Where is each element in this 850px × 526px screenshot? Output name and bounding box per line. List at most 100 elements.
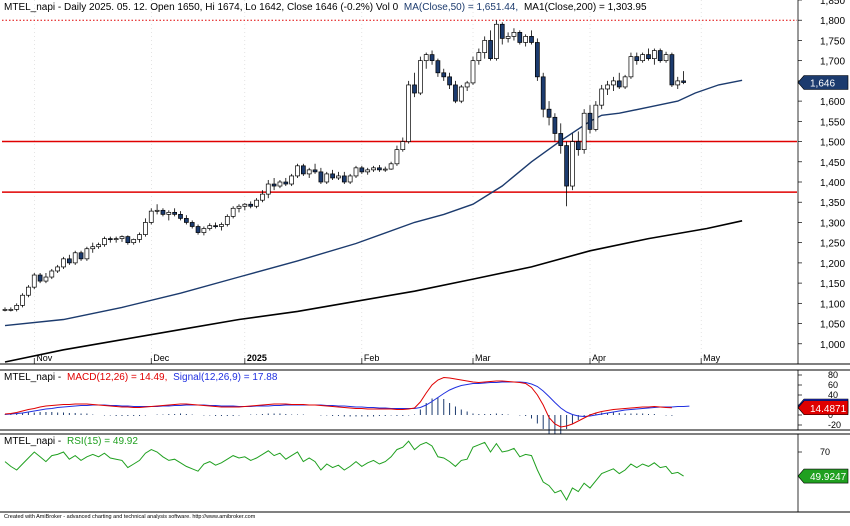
- candle-body: [663, 54, 669, 62]
- candle-body: [137, 234, 142, 240]
- candle-body: [312, 169, 318, 173]
- candle-body: [546, 108, 552, 118]
- candle-body: [178, 214, 183, 219]
- candle-body: [394, 149, 400, 165]
- price-y-tick-label-8: 1,450: [820, 158, 845, 169]
- x-tick-label-2: 2025: [247, 353, 267, 363]
- candle-body: [628, 56, 634, 78]
- candle-body: [154, 209, 160, 212]
- candle-body: [646, 54, 651, 59]
- candle-body: [78, 252, 84, 260]
- macd-line: [4, 376, 672, 428]
- price-y-tick-label-1: 1,800: [820, 16, 845, 27]
- price-y-tick-label-16: 1,050: [820, 320, 845, 331]
- candle-body: [382, 168, 388, 171]
- candle-body: [289, 175, 294, 185]
- candle-body: [634, 56, 640, 62]
- candle-body: [505, 36, 511, 39]
- x-tick-label-3: Feb: [364, 353, 380, 363]
- candle-body: [49, 270, 55, 278]
- candle-body: [277, 181, 283, 187]
- candle-body: [353, 167, 359, 177]
- candle-body: [201, 228, 207, 233]
- candle-body: [365, 169, 371, 173]
- candle-body: [242, 203, 248, 207]
- candle-body: [20, 294, 25, 306]
- macd-title: MTEL_napi - MACD(12,26) = 14.49, Signal(…: [4, 372, 278, 383]
- macd-pane: 806040200-2017.883514.4871: [0, 369, 850, 437]
- candle-body: [119, 236, 125, 239]
- candle-body: [207, 225, 213, 229]
- x-tick-label-1: Dec: [153, 353, 170, 363]
- candle-body: [61, 258, 66, 268]
- candle-body: [125, 236, 131, 244]
- candle-body: [66, 258, 72, 264]
- candle-body: [441, 72, 447, 78]
- candle-body: [330, 173, 335, 179]
- candle-body: [388, 163, 394, 170]
- candle-body: [143, 222, 148, 235]
- candle-body: [453, 84, 458, 102]
- candle-body: [113, 238, 119, 240]
- candle-body: [224, 216, 230, 225]
- candle-body: [669, 54, 675, 86]
- rsi-pane: 70 49.9247: [0, 433, 850, 513]
- macd-last-label: 14.4871: [810, 404, 847, 415]
- candle-body: [96, 244, 101, 248]
- candle-body: [447, 76, 452, 86]
- rsi-title: MTEL_napi - RSI(15) = 49.92: [4, 436, 138, 447]
- candle-body: [435, 60, 441, 74]
- price-title: MTEL_napi - Daily 2025. 05. 12. Open 165…: [4, 2, 647, 13]
- candle-body: [336, 175, 341, 179]
- candle-body: [611, 80, 616, 86]
- candle-body: [254, 199, 259, 207]
- price-y-tick-label-10: 1,350: [820, 198, 845, 209]
- macd-y-tick-label-5: -20: [828, 420, 841, 430]
- candle-body: [283, 181, 289, 185]
- macd-background: [0, 370, 850, 430]
- candle-body: [90, 246, 96, 250]
- candle-body: [529, 36, 534, 43]
- rsi-background: [0, 434, 850, 512]
- candle-body: [195, 226, 201, 233]
- candle-body: [37, 274, 43, 282]
- candle-body: [488, 40, 493, 59]
- candle-body: [371, 167, 376, 171]
- price-y-tick-label-5: 1,600: [820, 97, 845, 108]
- candle-body: [622, 76, 628, 88]
- candle-body: [616, 80, 622, 88]
- price-pane: Nov Dec 2025 Feb Mar Apr May 1,850 1,800 1,750 1,7…: [0, 0, 850, 365]
- candle-body: [219, 224, 224, 227]
- rsi-last-label-box: [797, 468, 849, 484]
- candle-body: [189, 222, 195, 227]
- candle-body: [523, 36, 529, 43]
- candle-body: [464, 82, 470, 88]
- candle-body: [55, 266, 61, 272]
- candle-body: [295, 165, 300, 177]
- candle-body: [657, 50, 663, 62]
- candle-body: [184, 218, 189, 223]
- candle-body: [306, 169, 312, 175]
- candle-body: [458, 86, 464, 102]
- candle-body: [599, 88, 605, 106]
- candle-body: [412, 84, 417, 94]
- signal-line: [4, 381, 690, 418]
- candle-body: [31, 274, 37, 288]
- candle-body: [406, 84, 411, 142]
- candle-body: [324, 173, 330, 183]
- macd-last-label-box: [797, 400, 849, 416]
- x-tick-label-6: May: [703, 353, 721, 363]
- candle-body: [260, 193, 265, 201]
- macd-y-tick-label-1: 60: [828, 380, 838, 390]
- price-y-tick-label-11: 1,300: [820, 218, 845, 229]
- candle-body: [517, 32, 523, 43]
- candle-body: [248, 203, 254, 207]
- footer-credit: Created with AmiBroker - advanced charti…: [4, 514, 256, 520]
- candle-body: [341, 175, 347, 183]
- candle-body: [102, 238, 107, 246]
- candle-body: [318, 171, 324, 183]
- price-y-tick-label-15: 1,100: [820, 299, 845, 310]
- candle-body: [423, 54, 429, 62]
